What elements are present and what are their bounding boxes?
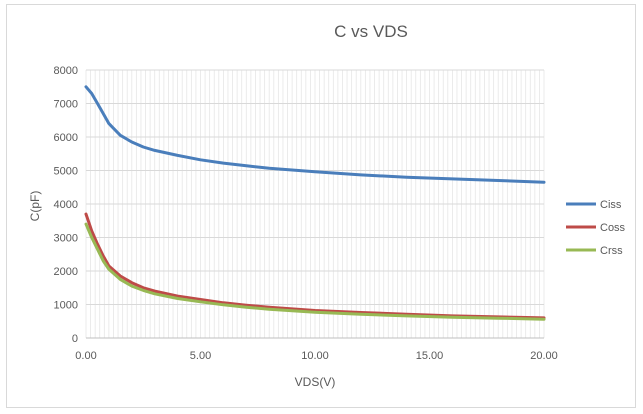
y-tick-label: 6000 [54, 132, 78, 144]
legend-label-coss: Coss [600, 222, 626, 234]
legend-label-ciss: Ciss [600, 199, 622, 211]
legend-label-crss: Crss [600, 245, 623, 257]
y-tick-labels: 0 1000 2000 3000 4000 5000 6000 7000 8000 [54, 65, 78, 345]
x-tick-label: 0.00 [75, 350, 96, 362]
x-tick-label: 10.00 [301, 350, 329, 362]
x-axis-label: VDS(V) [295, 375, 336, 389]
y-tick-label: 5000 [54, 166, 78, 178]
chart-title: C vs VDS [334, 22, 408, 41]
grid [85, 69, 545, 339]
x-tick-label: 15.00 [416, 350, 444, 362]
x-tick-label: 5.00 [190, 350, 211, 362]
y-axis-label: C(pF) [28, 191, 42, 222]
y-tick-label: 2000 [54, 266, 78, 278]
y-tick-label: 1000 [54, 300, 78, 312]
series-line-coss [84, 212, 546, 320]
series-line-crss [84, 222, 546, 321]
y-tick-label: 8000 [54, 65, 78, 77]
y-tick-label: 0 [72, 333, 78, 345]
legend: Ciss Coss Crss [566, 199, 626, 257]
series-line-ciss [84, 85, 546, 184]
y-tick-label: 3000 [54, 233, 78, 245]
x-tick-labels: 0.00 5.00 10.00 15.00 20.00 [75, 350, 557, 362]
chart-frame [6, 4, 636, 408]
series-group [84, 85, 546, 321]
y-tick-label: 4000 [54, 199, 78, 211]
x-tick-label: 20.00 [530, 350, 558, 362]
y-tick-label: 7000 [54, 99, 78, 111]
